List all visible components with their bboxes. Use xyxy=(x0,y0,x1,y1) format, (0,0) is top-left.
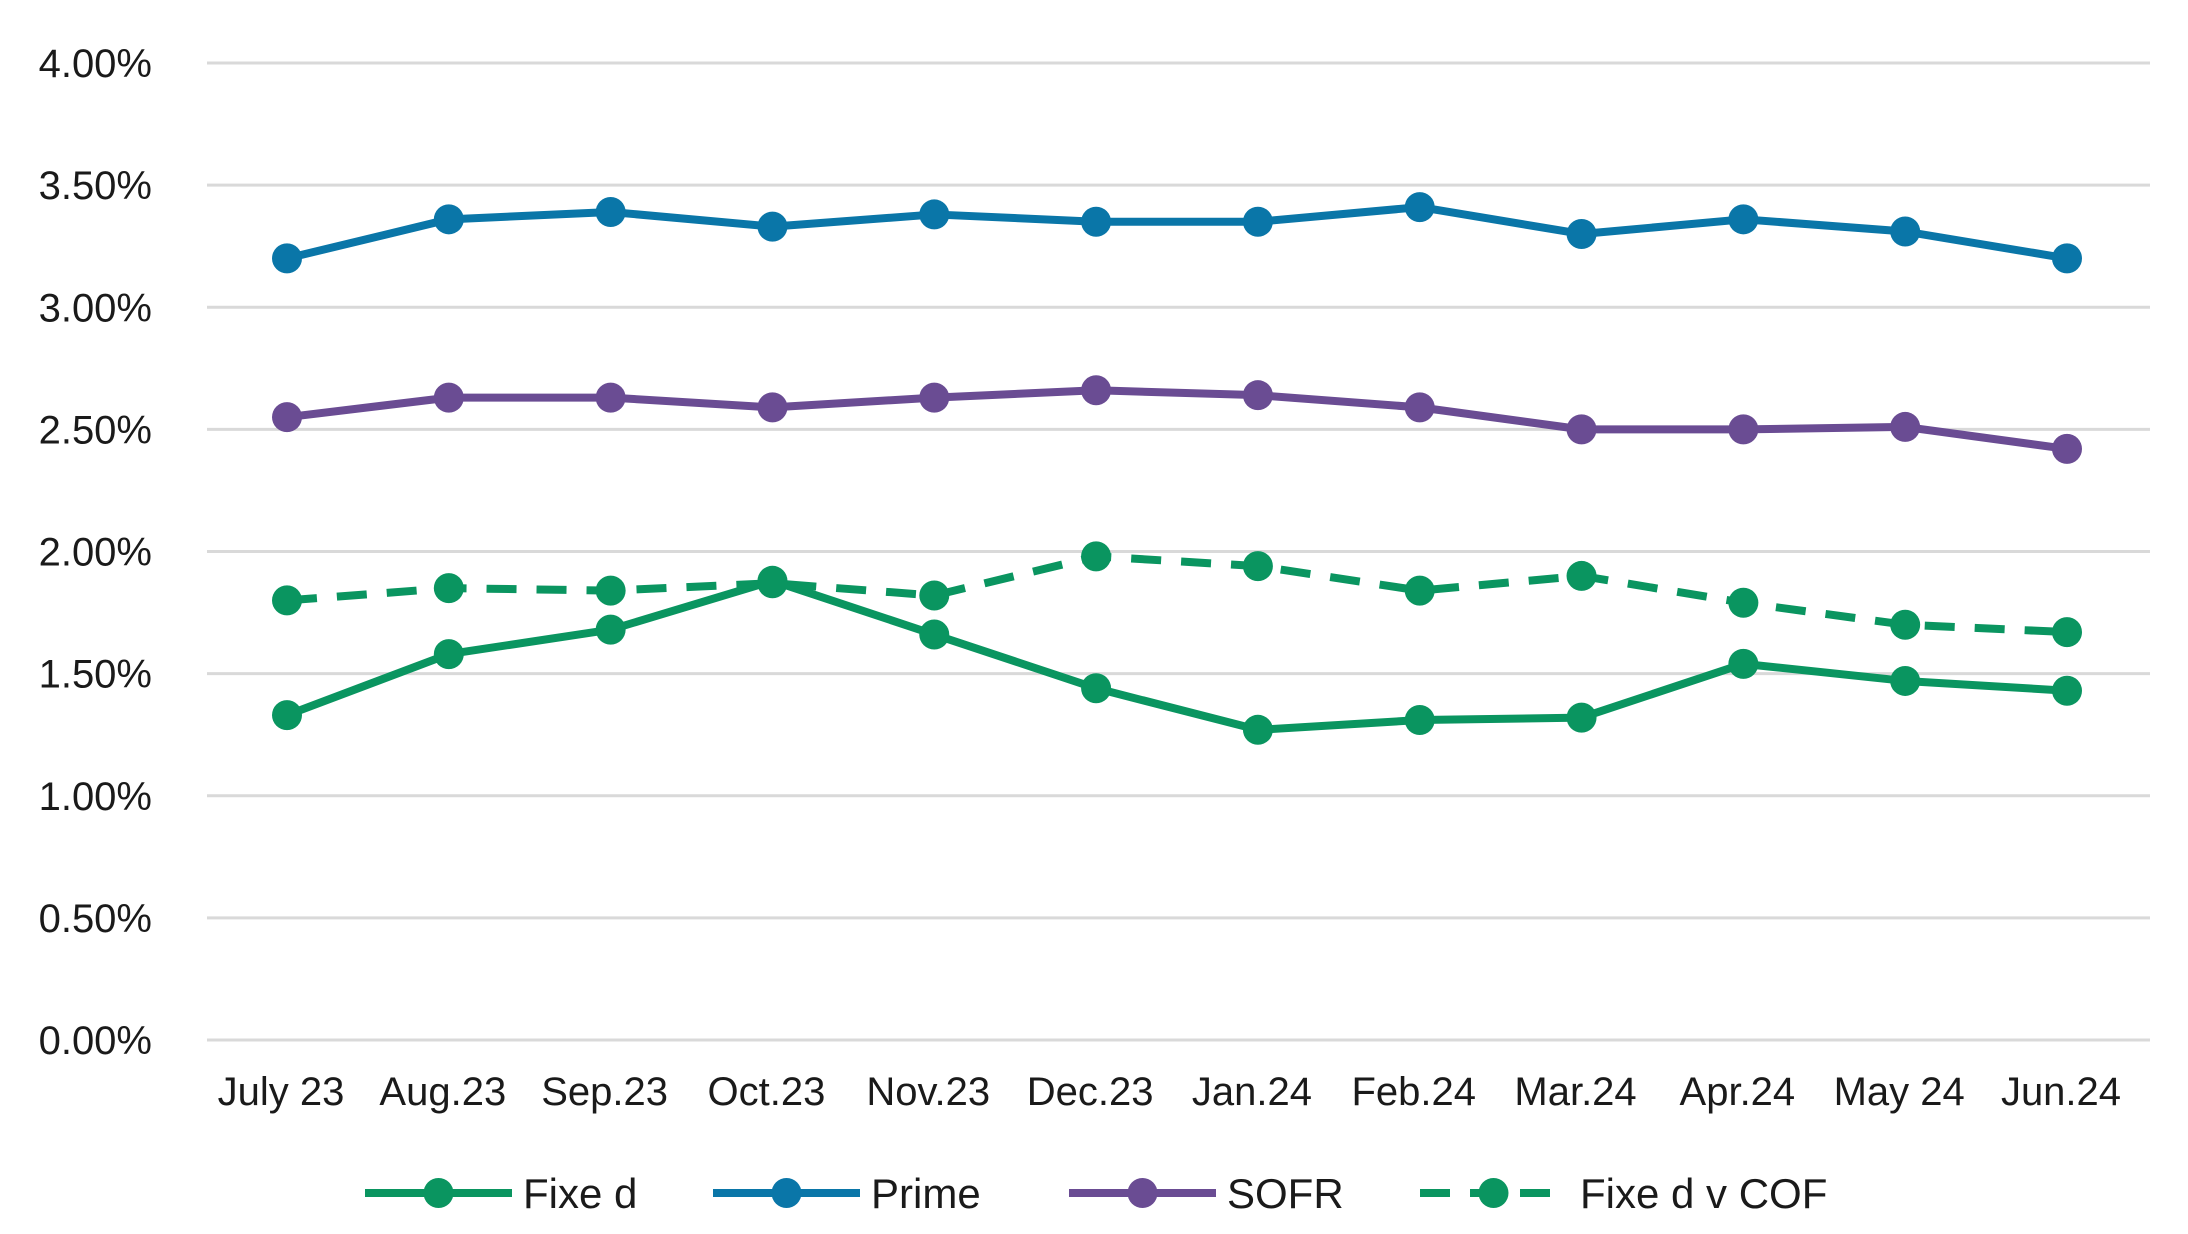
legend-marker xyxy=(1478,1178,1509,1208)
series-1 xyxy=(272,192,2082,274)
data-point xyxy=(433,204,464,235)
legend-item: Fixe d v COF xyxy=(1420,1170,1827,1217)
data-point xyxy=(757,211,788,242)
data-point xyxy=(1242,380,1273,411)
x-tick-label: Feb.24 xyxy=(1351,1070,1476,1114)
data-point xyxy=(433,382,464,413)
data-point xyxy=(919,580,950,611)
x-tick-label: Mar.24 xyxy=(1514,1070,1636,1114)
x-tick-label: Jun.24 xyxy=(2001,1070,2121,1114)
data-point xyxy=(919,199,950,230)
x-tick-label: May 24 xyxy=(1834,1070,1965,1114)
data-point xyxy=(1728,648,1759,679)
series-3 xyxy=(272,541,2082,648)
y-tick-label: 0.00% xyxy=(39,1019,152,1063)
data-point xyxy=(272,700,302,731)
y-tick-label: 2.50% xyxy=(39,408,152,452)
data-point xyxy=(1081,206,1112,237)
data-point xyxy=(919,382,950,413)
y-tick-label: 4.00% xyxy=(39,42,152,86)
x-tick-label: Apr.24 xyxy=(1680,1070,1796,1114)
data-point xyxy=(2052,433,2082,464)
data-point xyxy=(1404,705,1435,736)
data-point xyxy=(433,639,464,670)
data-point xyxy=(2052,675,2082,706)
legend-item: Prime xyxy=(713,1170,981,1217)
legend-label: SOFR xyxy=(1227,1170,1344,1217)
data-point xyxy=(1404,575,1435,606)
data-point xyxy=(1890,411,1921,442)
series-line xyxy=(283,386,2071,453)
x-tick-label: Oct.23 xyxy=(708,1070,826,1114)
y-tick-label: 0.50% xyxy=(39,897,152,941)
data-point xyxy=(1242,206,1273,237)
x-tick-label: Sep.23 xyxy=(541,1070,668,1114)
data-point xyxy=(1242,551,1273,582)
legend-marker xyxy=(1127,1178,1158,1208)
data-point xyxy=(919,619,950,650)
y-axis: 0.00% 0.50% 1.00% 1.50% 2.00% 2.50% 3.00% 3.50%… xyxy=(39,42,152,1063)
data-point xyxy=(1404,392,1435,423)
data-point xyxy=(595,196,626,227)
legend-item: Fixe d xyxy=(365,1170,637,1217)
data-point xyxy=(1081,673,1112,704)
gridlines xyxy=(207,61,2150,1042)
series-line xyxy=(286,552,2068,637)
data-point xyxy=(1566,560,1597,591)
data-point xyxy=(1081,375,1112,406)
data-point xyxy=(2052,617,2082,648)
data-point xyxy=(1728,414,1759,445)
y-tick-label: 3.50% xyxy=(39,164,152,208)
series-line xyxy=(283,576,2071,734)
legend-marker xyxy=(423,1178,454,1208)
data-point xyxy=(1081,541,1112,572)
data-point xyxy=(433,573,464,604)
legend-label: Prime xyxy=(871,1170,981,1217)
series-line xyxy=(283,203,2071,263)
x-tick-label: Dec.23 xyxy=(1027,1070,1154,1114)
y-tick-label: 2.00% xyxy=(39,531,152,575)
data-point xyxy=(757,568,788,599)
legend-item: SOFR xyxy=(1069,1170,1344,1217)
series-2 xyxy=(272,375,2082,464)
data-point xyxy=(595,614,626,645)
series-0 xyxy=(272,565,2082,745)
data-point xyxy=(272,402,302,433)
data-point xyxy=(595,382,626,413)
data-point xyxy=(1890,665,1921,696)
data-point xyxy=(757,392,788,423)
legend-marker xyxy=(771,1178,802,1208)
x-tick-label: July 23 xyxy=(218,1070,345,1114)
x-axis: July 23 Aug.23 Sep.23 Oct.23 Nov.23 Dec.23 Jan… xyxy=(218,1070,2121,1114)
y-tick-label: 1.00% xyxy=(39,775,152,819)
x-tick-label: Nov.23 xyxy=(866,1070,990,1114)
data-point xyxy=(1242,714,1273,745)
y-tick-label: 3.00% xyxy=(39,286,152,330)
legend-label: Fixe d v COF xyxy=(1580,1170,1827,1217)
data-point xyxy=(1566,702,1597,733)
data-point xyxy=(1728,587,1759,618)
x-tick-label: Aug.23 xyxy=(379,1070,506,1114)
data-point xyxy=(595,575,626,606)
x-tick-label: Jan.24 xyxy=(1192,1070,1312,1114)
data-point xyxy=(272,585,302,616)
data-point xyxy=(1890,609,1921,640)
data-point xyxy=(1566,414,1597,445)
data-point xyxy=(2052,243,2082,274)
legend-label: Fixe d xyxy=(523,1170,637,1217)
data-point xyxy=(1404,192,1435,223)
data-point xyxy=(1890,216,1921,247)
legend: Fixe d Prime SOFR Fixe d v COF xyxy=(365,1170,1827,1217)
data-point xyxy=(272,243,302,274)
data-point xyxy=(1728,204,1759,235)
series-layer xyxy=(272,192,2082,745)
data-point xyxy=(1566,218,1597,249)
y-tick-label: 1.50% xyxy=(39,653,152,697)
